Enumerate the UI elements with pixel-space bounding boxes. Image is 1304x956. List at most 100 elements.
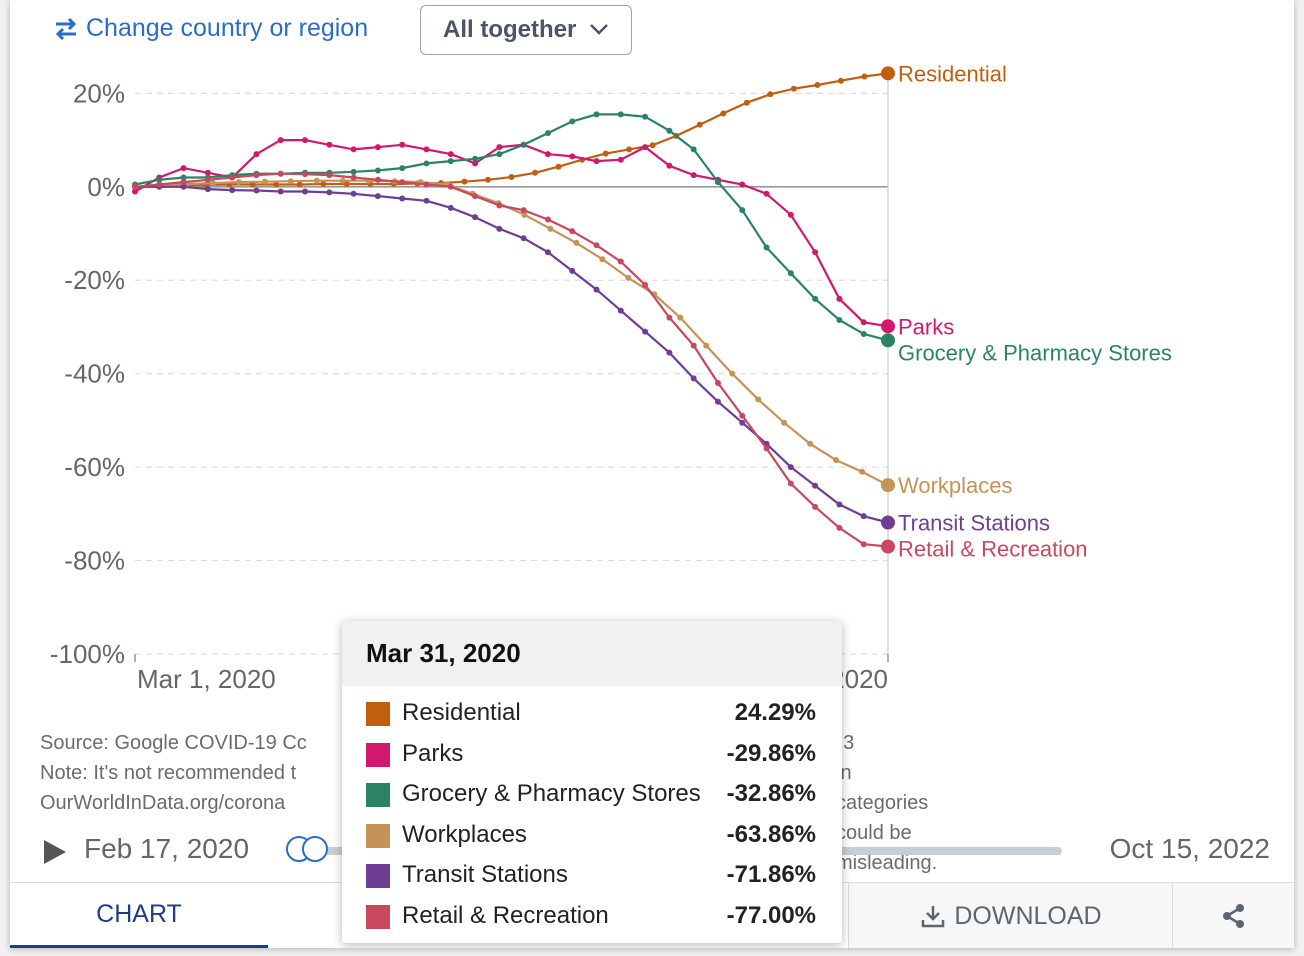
tooltip-row: Grocery & Pharmacy Stores -32.86% [342,775,842,815]
source-url[interactable]: OurWorldInData.org/corona [40,792,286,814]
data-point [302,137,309,144]
data-point [423,181,430,188]
data-point [593,111,600,118]
data-point [132,183,138,190]
tooltip-row: Parks -29.86% [342,735,842,775]
share-icon [1223,904,1244,928]
data-point [532,169,539,176]
data-point [729,370,736,377]
data-point [508,173,515,180]
tooltip-series-value: -32.86% [726,780,816,807]
tooltip-series-name: Parks [402,739,464,767]
tab-chart-label: CHART [96,899,182,928]
tab-share[interactable] [1172,883,1294,948]
series-line [134,72,889,188]
line-chart: -100%-80%-60%-40%-20%0%20%Mar 1, 2020 202… [50,61,1172,694]
data-point [350,168,357,175]
tooltip-date: Mar 31, 2020 [342,621,842,686]
data-point [374,193,381,200]
data-point [743,99,750,106]
data-point [496,202,503,209]
tooltip-series-name: Grocery & Pharmacy Stores [402,780,701,807]
series-line [134,172,889,548]
x-tick-label: Mar 1, 2020 [137,664,276,694]
data-point [666,127,673,134]
data-point [374,144,381,151]
data-point [399,165,406,172]
data-point [339,177,346,184]
data-point [296,181,303,188]
data-point [374,167,381,174]
data-point [781,419,788,426]
data-point [180,179,187,186]
series-end-label: Parks [898,314,954,339]
data-point [860,330,867,337]
data-point [423,160,430,167]
data-point [302,171,309,178]
data-point [399,195,406,202]
play-icon[interactable] [42,838,68,866]
data-point [447,151,454,158]
data-point [447,183,454,190]
data-point [569,153,576,160]
data-point [790,85,797,92]
tooltip-swatch [366,823,390,848]
data-point [763,244,770,251]
data-point [350,174,357,181]
tooltip-swatch [366,742,390,767]
y-tick-label: -40% [64,359,125,389]
series-end-marker [881,333,895,348]
change-country-label: Change country or region [86,14,369,42]
tooltip-series-value: -71.86% [726,861,816,888]
data-point [229,187,236,194]
data-point [472,160,479,167]
data-point [180,183,187,190]
data-point [253,151,260,158]
data-point [690,172,697,179]
data-point [666,349,673,356]
note-line: Note: It's not recommended t in categori… [40,758,937,874]
note-text-start: Note: It's not recommended t [40,762,297,784]
data-point [447,158,454,165]
data-point [666,162,673,169]
data-point [599,256,606,263]
data-point [642,113,649,120]
url-line[interactable]: OurWorldInData.org/corona [40,788,307,818]
timeline-end-date: Oct 15, 2022 [1109,833,1270,864]
data-point [690,375,697,382]
series-line [134,179,889,487]
data-point [423,197,430,204]
data-point [739,412,746,419]
tab-chart[interactable]: CHART [10,883,268,948]
y-tick-label: -20% [64,265,125,295]
data-point [447,204,454,211]
data-point [642,328,649,335]
tooltip-series-value: -63.86% [726,820,816,848]
data-point [642,281,649,288]
series-end-label: Transit Stations [898,511,1050,536]
data-point [343,180,350,187]
data-point [642,144,649,151]
mode-select[interactable]: All together [420,5,632,55]
data-point [812,482,819,489]
data-point [859,468,866,475]
data-point [569,267,576,274]
source-line: Source: Google COVID-19 Cc 23 [40,728,854,758]
tooltip-row: Residential 24.29% [342,694,842,734]
timeline-end-handle[interactable] [302,836,328,862]
data-point [807,440,814,447]
tooltip-series-value: 24.29% [734,699,816,726]
data-point [204,169,211,176]
data-point [787,464,794,471]
series-end-marker [881,539,895,554]
series-end-marker [881,515,895,530]
data-point [520,141,527,148]
series-line [134,138,889,328]
data-point [649,142,656,149]
tab-download[interactable]: DOWNLOAD [848,883,1173,948]
data-point [569,118,576,125]
timeline-start-date: Feb 17, 2020 [84,833,250,864]
data-point [229,174,236,181]
tooltip-series-value: -29.86% [726,739,816,767]
change-country-link[interactable]: Change country or region [52,14,368,43]
